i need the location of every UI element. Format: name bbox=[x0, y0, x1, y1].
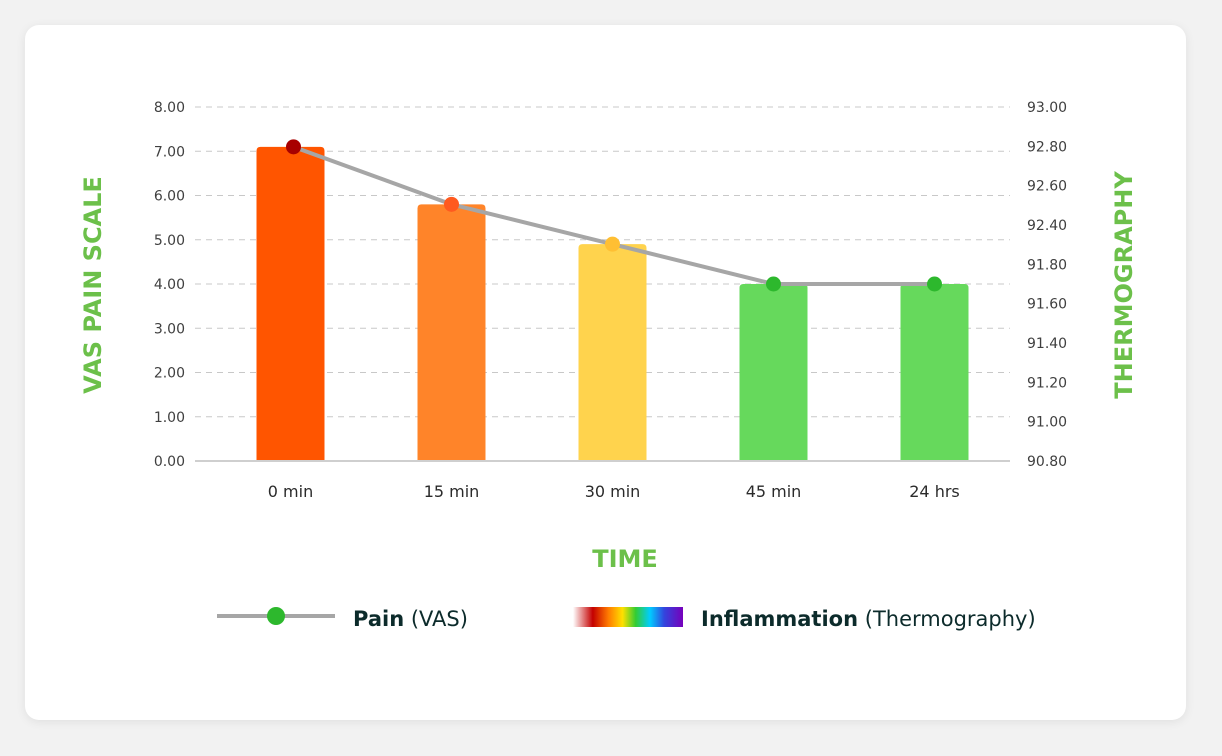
legend-item-inflammation: Inflammation (Thermography) bbox=[573, 607, 1036, 631]
y-axis-title: VAS PAIN SCALE bbox=[79, 176, 107, 394]
y-tick-label: 6.00 bbox=[154, 189, 185, 205]
legend-item-pain: Pain (VAS) bbox=[217, 607, 468, 631]
x-tick-label: 15 min bbox=[424, 482, 480, 501]
y2-tick-label: 92.60 bbox=[1027, 179, 1067, 195]
y2-tick-label: 92.40 bbox=[1027, 218, 1067, 234]
y2-tick-label: 91.80 bbox=[1027, 257, 1067, 273]
legend-pain-marker bbox=[267, 607, 285, 625]
y-tick-label: 3.00 bbox=[154, 321, 185, 337]
chart-card: 0.00 1.00 2.00 3.00 4.00 5.00 6.00 7.00 8.00 90.… bbox=[25, 25, 1186, 720]
legend-inflammation-bold: Inflammation bbox=[701, 607, 858, 631]
y-tick-label: 8.00 bbox=[154, 100, 185, 116]
y-tick-label: 7.00 bbox=[154, 144, 185, 160]
bar bbox=[578, 244, 647, 461]
y2-axis-title: THERMOGRAPHY bbox=[1110, 171, 1138, 399]
y-tick-label: 5.00 bbox=[154, 233, 185, 249]
legend: Pain (VAS) bbox=[217, 607, 1036, 631]
bar bbox=[256, 146, 325, 461]
y2-tick-label: 90.80 bbox=[1027, 454, 1067, 470]
y-tick-label: 4.00 bbox=[154, 277, 185, 293]
legend-thermo-swatch bbox=[573, 607, 683, 627]
y-tick-label: 2.00 bbox=[154, 366, 185, 382]
y2-tick-label: 93.00 bbox=[1027, 100, 1067, 116]
legend-pain-bold: Pain bbox=[353, 607, 404, 631]
y2-axis-ticks: 90.80 91.00 91.20 91.40 91.60 91.80 92.40 92.60… bbox=[1027, 100, 1067, 470]
legend-inflammation-rest: (Thermography) bbox=[865, 607, 1036, 631]
y-tick-label: 0.00 bbox=[154, 454, 185, 470]
y2-tick-label: 91.40 bbox=[1027, 336, 1067, 352]
x-tick-label: 0 min bbox=[268, 482, 313, 501]
pain-point bbox=[286, 139, 301, 155]
x-axis-title: TIME bbox=[592, 545, 658, 573]
legend-pain-label: Pain (VAS) bbox=[353, 607, 468, 631]
y2-tick-label: 91.60 bbox=[1027, 297, 1067, 313]
pain-line bbox=[286, 139, 942, 292]
x-axis-ticks: 0 min 15 min 30 min 45 min 24 hrs bbox=[268, 482, 960, 501]
bar bbox=[900, 284, 969, 461]
y2-tick-label: 92.80 bbox=[1027, 139, 1067, 155]
y2-tick-label: 91.20 bbox=[1027, 375, 1067, 391]
y-tick-label: 1.00 bbox=[154, 410, 185, 426]
pain-point bbox=[444, 196, 459, 212]
pain-point bbox=[605, 236, 620, 252]
legend-pain-rest: (VAS) bbox=[411, 607, 468, 631]
legend-inflammation-label: Inflammation (Thermography) bbox=[701, 607, 1036, 631]
y-axis-ticks: 0.00 1.00 2.00 3.00 4.00 5.00 6.00 7.00 8.00 bbox=[154, 100, 185, 470]
x-tick-label: 45 min bbox=[746, 482, 802, 501]
x-tick-label: 30 min bbox=[585, 482, 641, 501]
bar bbox=[417, 204, 486, 461]
x-tick-label: 24 hrs bbox=[909, 482, 960, 501]
pain-point bbox=[927, 276, 942, 292]
bar bbox=[739, 284, 808, 461]
y2-tick-label: 91.00 bbox=[1027, 415, 1067, 431]
bars bbox=[256, 146, 969, 461]
chart: 0.00 1.00 2.00 3.00 4.00 5.00 6.00 7.00 8.00 90.… bbox=[79, 100, 1138, 631]
pain-point bbox=[766, 276, 781, 292]
